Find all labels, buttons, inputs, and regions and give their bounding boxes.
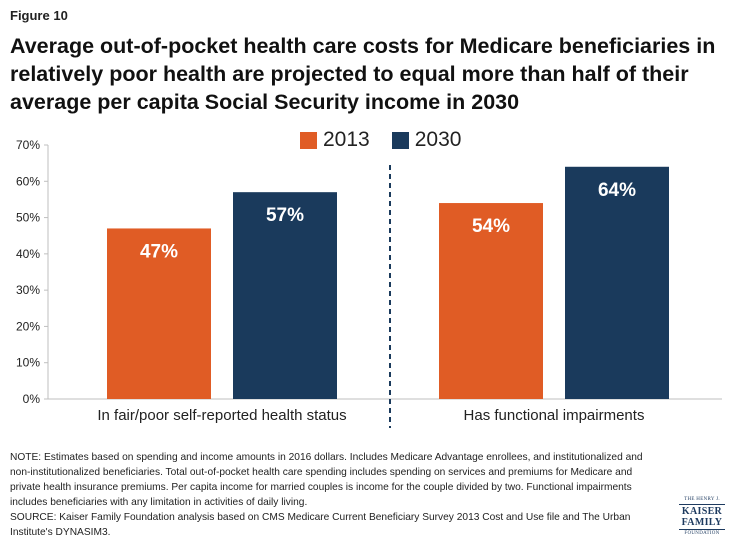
source-text: SOURCE: Kaiser Family Foundation analysi…: [10, 512, 631, 538]
category-label: Has functional impairments: [464, 407, 645, 424]
bar-2013: [439, 203, 543, 399]
legend-label-2013: 2013: [323, 128, 370, 151]
legend-swatch-2013: [300, 131, 317, 149]
legend: 2013 2030: [300, 128, 483, 152]
bar-2030: [565, 166, 669, 399]
y-tick-label: 10%: [16, 356, 40, 370]
legend-item-2013: 2013: [300, 128, 370, 152]
bar-2013: [107, 228, 211, 399]
logo-rule-2: [679, 529, 725, 530]
logo-line-3: FAMILY: [681, 517, 723, 528]
bar-2030: [233, 192, 337, 399]
legend-swatch-2030: [391, 131, 409, 149]
y-tick-label: 20%: [16, 319, 40, 333]
data-label-2030: 64%: [598, 180, 636, 201]
y-tick-label: 50%: [16, 211, 40, 225]
y-tick-label: 30%: [16, 283, 40, 297]
y-tick-label: 70%: [16, 138, 40, 152]
y-tick-label: 0%: [23, 392, 41, 406]
notes: NOTE: Estimates based on spending and in…: [10, 450, 660, 540]
data-label-2030: 57%: [266, 205, 304, 226]
legend-label-2030: 2030: [414, 128, 462, 151]
category-label: In fair/poor self-reported health status: [97, 407, 346, 424]
logo-line-4: FOUNDATION: [684, 531, 720, 536]
kff-logo: THE HENRY J. KAISER FAMILY FOUNDATION: [679, 497, 725, 537]
note-text: NOTE: Estimates based on spending and in…: [10, 452, 643, 508]
data-label-2013: 47%: [140, 241, 178, 262]
figure-label: Figure 10: [10, 8, 68, 23]
y-tick-label: 60%: [16, 174, 40, 188]
logo-rule: [679, 504, 725, 505]
legend-item-2030: 2030: [391, 128, 462, 152]
y-tick-label: 40%: [16, 247, 40, 261]
chart-title: Average out-of-pocket health care costs …: [10, 34, 716, 114]
logo-line-2: KAISER: [681, 506, 723, 517]
data-label-2013: 54%: [472, 216, 510, 237]
logo-line-1: THE HENRY J.: [684, 497, 720, 502]
